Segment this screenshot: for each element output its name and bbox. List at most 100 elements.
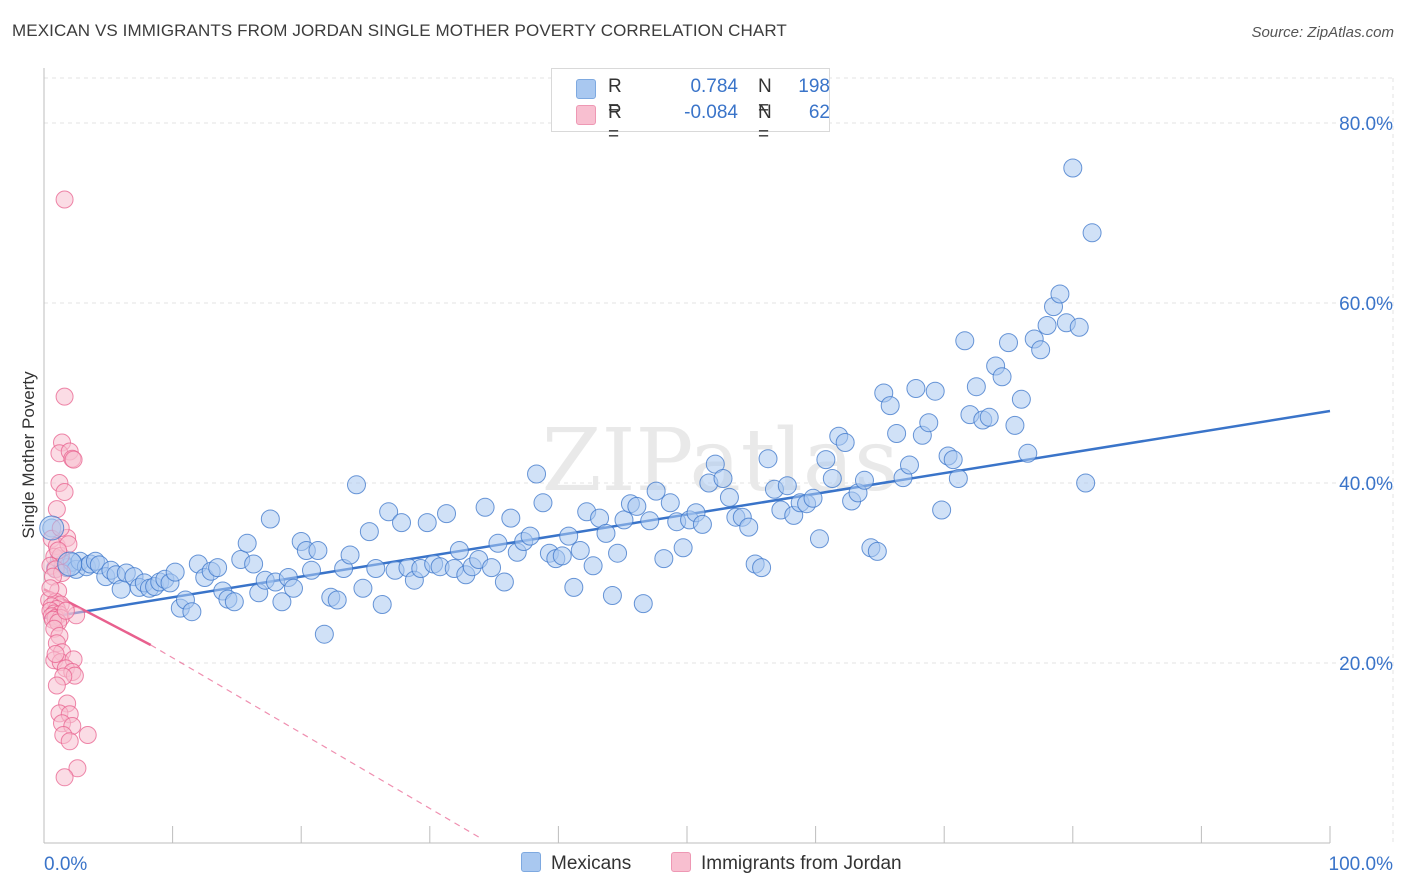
mexicans-point [906, 379, 926, 398]
mexicans-point [494, 572, 514, 592]
r-value: 0.784 [690, 76, 738, 97]
jordan-point [41, 579, 60, 598]
mexicans-point [583, 556, 603, 576]
mexicans-point [919, 413, 939, 433]
mexicans-point [340, 545, 360, 565]
mexicans-point [570, 541, 590, 560]
mexicans-point [1050, 284, 1070, 304]
mexicans-point [327, 590, 347, 610]
mexicans-point [899, 455, 919, 475]
jordan-point [47, 676, 66, 695]
mexicans-point [482, 558, 502, 578]
mexicans-point [999, 333, 1018, 353]
mexicans-point [272, 592, 292, 612]
mexicans-point [627, 496, 647, 516]
y-tick-label: 20.0% [1339, 654, 1393, 675]
mexicans-point [501, 508, 521, 528]
mexicans-point [660, 493, 680, 513]
chart-title: MEXICAN VS IMMIGRANTS FROM JORDAN SINGLE… [12, 21, 787, 40]
mexicans-point [559, 526, 579, 546]
n-label: N = [758, 76, 772, 119]
mexicans-point [602, 586, 622, 605]
jordan-point [55, 483, 74, 501]
mexicans-point [1011, 389, 1031, 409]
mexicans-point [596, 523, 616, 543]
bottom-legend-swatch-blue [521, 852, 541, 872]
mexicans-point [1063, 158, 1083, 178]
jordan-point [78, 726, 97, 744]
mexicans-point [488, 533, 508, 553]
mexicans-point [244, 554, 264, 574]
mexicans-point [948, 469, 968, 488]
jordan-point [46, 645, 65, 663]
data-points [39, 158, 1102, 787]
mexicans-point [932, 500, 952, 520]
mexicans-point [1069, 317, 1089, 337]
mexicans-point [673, 538, 693, 558]
mexicans-point [692, 514, 712, 534]
x-tick-label: 0.0% [44, 854, 87, 875]
mexicans-point [739, 517, 759, 537]
stats-legend: R = 0.784 N = 198 R = -0.084 N = 62 [551, 68, 830, 145]
mexicans-point [301, 560, 321, 580]
mexicans-point [353, 578, 373, 598]
bottom-legend-mexicans: Mexicans [521, 852, 631, 875]
mexicans-point [713, 469, 733, 488]
y-tick-label: 80.0% [1339, 114, 1393, 135]
jordan-point [68, 759, 87, 778]
mexicans-point [1005, 415, 1025, 435]
mexicans-point [608, 543, 628, 563]
jordan-point [64, 450, 83, 469]
tick-labels: 20.0% 40.0% 60.0% 80.0% 0.0% 100.0% [44, 114, 1393, 875]
x-tick-label: 100.0% [1329, 854, 1394, 875]
mexicans-point [449, 541, 469, 560]
mexicans-point [822, 469, 842, 488]
mexicans-point [887, 424, 907, 443]
mexicans-point [614, 510, 634, 530]
mexicans-point [552, 546, 572, 566]
source-credit: Source: ZipAtlas.com [1251, 24, 1394, 41]
jordan-point [56, 601, 75, 620]
mexicans-point [224, 592, 244, 612]
mexicans-point [1018, 443, 1038, 463]
mexicans-point [1037, 316, 1057, 335]
mexicans-point [314, 624, 334, 644]
mexicans-point [346, 475, 366, 495]
mexicans-point [366, 559, 386, 578]
mexicans-point [835, 433, 855, 452]
r-label: R = [608, 76, 622, 119]
mexicans-point [809, 529, 829, 549]
mexicans-point [654, 549, 674, 569]
mexicans-point [392, 513, 412, 533]
mexicans-point [646, 481, 666, 501]
mexicans-point [867, 541, 887, 561]
mexicans-point [880, 396, 900, 416]
mexicans-point [182, 602, 202, 622]
mexicans-point [564, 577, 584, 597]
legend-swatch-blue [576, 79, 596, 99]
n-value: 198 [798, 76, 830, 97]
bottom-legend-label: Immigrants from Jordan [701, 853, 902, 874]
mexicans-point [359, 522, 379, 542]
mexicans-point [165, 562, 185, 582]
legend-swatch-pink [576, 105, 596, 125]
mexicans-point [966, 377, 986, 397]
mexicans-point [719, 487, 739, 507]
mexicans-point [260, 509, 280, 529]
jordan-point [55, 387, 74, 406]
mexicans-point [1082, 223, 1102, 243]
mexicans-point [777, 476, 797, 496]
jordan-point [60, 732, 79, 751]
mexicans-point [979, 407, 999, 427]
jordan-point [55, 768, 74, 787]
mexicans-point [237, 533, 257, 553]
n-value: 62 [808, 102, 830, 123]
bottom-legend-label: Mexicans [551, 853, 632, 874]
y-axis-label: Single Mother Poverty [19, 371, 38, 539]
mexicans-point [758, 449, 778, 469]
y-tick-label: 60.0% [1339, 294, 1393, 315]
mexicans-point [475, 497, 495, 517]
mexicans-point [925, 381, 945, 401]
jordan-trend-extension [150, 644, 482, 840]
